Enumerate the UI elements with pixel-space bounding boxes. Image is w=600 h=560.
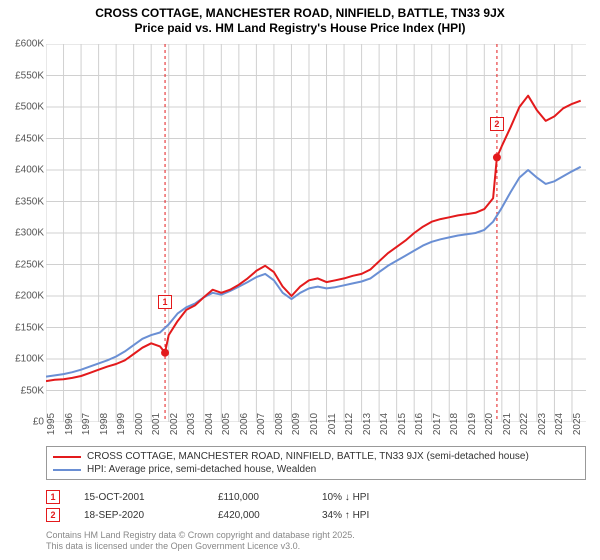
x-tick-label: 2005 bbox=[221, 413, 232, 435]
chart-marker-2: 2 bbox=[490, 117, 504, 131]
legend-swatch bbox=[53, 456, 81, 458]
legend-swatch bbox=[53, 469, 81, 471]
chart-marker-1: 1 bbox=[158, 295, 172, 309]
x-tick-label: 1999 bbox=[116, 413, 127, 435]
y-tick-label: £250K bbox=[4, 259, 44, 270]
annotation-row: 1 15-OCT-2001 £110,000 10% ↓ HPI bbox=[46, 488, 586, 506]
y-tick-label: £400K bbox=[4, 165, 44, 176]
x-tick-label: 2016 bbox=[414, 413, 425, 435]
chart-plot bbox=[46, 44, 586, 422]
y-tick-label: £500K bbox=[4, 102, 44, 113]
y-tick-label: £200K bbox=[4, 291, 44, 302]
y-tick-label: £150K bbox=[4, 322, 44, 333]
x-tick-label: 2022 bbox=[519, 413, 530, 435]
annotation-table: 1 15-OCT-2001 £110,000 10% ↓ HPI 2 18-SEP-202… bbox=[46, 488, 586, 524]
x-tick-label: 1995 bbox=[46, 413, 57, 435]
x-tick-label: 2012 bbox=[344, 413, 355, 435]
x-tick-label: 2001 bbox=[151, 413, 162, 435]
x-tick-label: 2024 bbox=[554, 413, 565, 435]
annotation-price: £420,000 bbox=[218, 510, 298, 521]
title-block: CROSS COTTAGE, MANCHESTER ROAD, NINFIELD… bbox=[0, 0, 600, 36]
annotation-price: £110,000 bbox=[218, 492, 298, 503]
x-tick-label: 2023 bbox=[537, 413, 548, 435]
x-tick-label: 2002 bbox=[169, 413, 180, 435]
x-tick-label: 2014 bbox=[379, 413, 390, 435]
legend-label: HPI: Average price, semi-detached house,… bbox=[87, 464, 316, 475]
y-tick-label: £0 bbox=[4, 417, 44, 428]
x-tick-label: 2020 bbox=[484, 413, 495, 435]
x-tick-label: 2025 bbox=[572, 413, 583, 435]
license-line-2: This data is licensed under the Open Gov… bbox=[46, 541, 355, 552]
x-tick-label: 2003 bbox=[186, 413, 197, 435]
annotation-marker: 2 bbox=[46, 508, 60, 522]
y-tick-label: £300K bbox=[4, 228, 44, 239]
x-tick-label: 2000 bbox=[134, 413, 145, 435]
legend-row: CROSS COTTAGE, MANCHESTER ROAD, NINFIELD… bbox=[53, 450, 579, 463]
legend: CROSS COTTAGE, MANCHESTER ROAD, NINFIELD… bbox=[46, 446, 586, 480]
y-tick-label: £350K bbox=[4, 196, 44, 207]
x-tick-label: 2007 bbox=[256, 413, 267, 435]
x-tick-label: 2008 bbox=[274, 413, 285, 435]
annotation-pct: 34% ↑ HPI bbox=[322, 510, 432, 521]
x-tick-label: 2018 bbox=[449, 413, 460, 435]
license-line-1: Contains HM Land Registry data © Crown c… bbox=[46, 530, 355, 541]
x-tick-label: 2004 bbox=[204, 413, 215, 435]
x-tick-label: 1998 bbox=[99, 413, 110, 435]
x-tick-label: 2019 bbox=[467, 413, 478, 435]
x-tick-label: 2015 bbox=[397, 413, 408, 435]
x-tick-label: 2009 bbox=[291, 413, 302, 435]
license-text: Contains HM Land Registry data © Crown c… bbox=[46, 530, 355, 552]
y-tick-label: £600K bbox=[4, 39, 44, 50]
annotation-pct: 10% ↓ HPI bbox=[322, 492, 432, 503]
x-tick-label: 2006 bbox=[239, 413, 250, 435]
x-tick-label: 2017 bbox=[432, 413, 443, 435]
title-line-1: CROSS COTTAGE, MANCHESTER ROAD, NINFIELD… bbox=[0, 6, 600, 21]
x-tick-label: 2010 bbox=[309, 413, 320, 435]
x-tick-label: 1997 bbox=[81, 413, 92, 435]
annotation-date: 15-OCT-2001 bbox=[84, 492, 194, 503]
y-tick-label: £100K bbox=[4, 354, 44, 365]
y-tick-label: £450K bbox=[4, 133, 44, 144]
annotation-row: 2 18-SEP-2020 £420,000 34% ↑ HPI bbox=[46, 506, 586, 524]
x-tick-label: 1996 bbox=[64, 413, 75, 435]
annotation-marker: 1 bbox=[46, 490, 60, 504]
x-tick-label: 2013 bbox=[362, 413, 373, 435]
chart-container: CROSS COTTAGE, MANCHESTER ROAD, NINFIELD… bbox=[0, 0, 600, 560]
y-tick-label: £550K bbox=[4, 70, 44, 81]
annotation-date: 18-SEP-2020 bbox=[84, 510, 194, 521]
x-tick-label: 2011 bbox=[327, 413, 338, 435]
x-tick-label: 2021 bbox=[502, 413, 513, 435]
y-tick-label: £50K bbox=[4, 385, 44, 396]
legend-row: HPI: Average price, semi-detached house,… bbox=[53, 463, 579, 476]
title-line-2: Price paid vs. HM Land Registry's House … bbox=[0, 21, 600, 36]
legend-label: CROSS COTTAGE, MANCHESTER ROAD, NINFIELD… bbox=[87, 451, 529, 462]
